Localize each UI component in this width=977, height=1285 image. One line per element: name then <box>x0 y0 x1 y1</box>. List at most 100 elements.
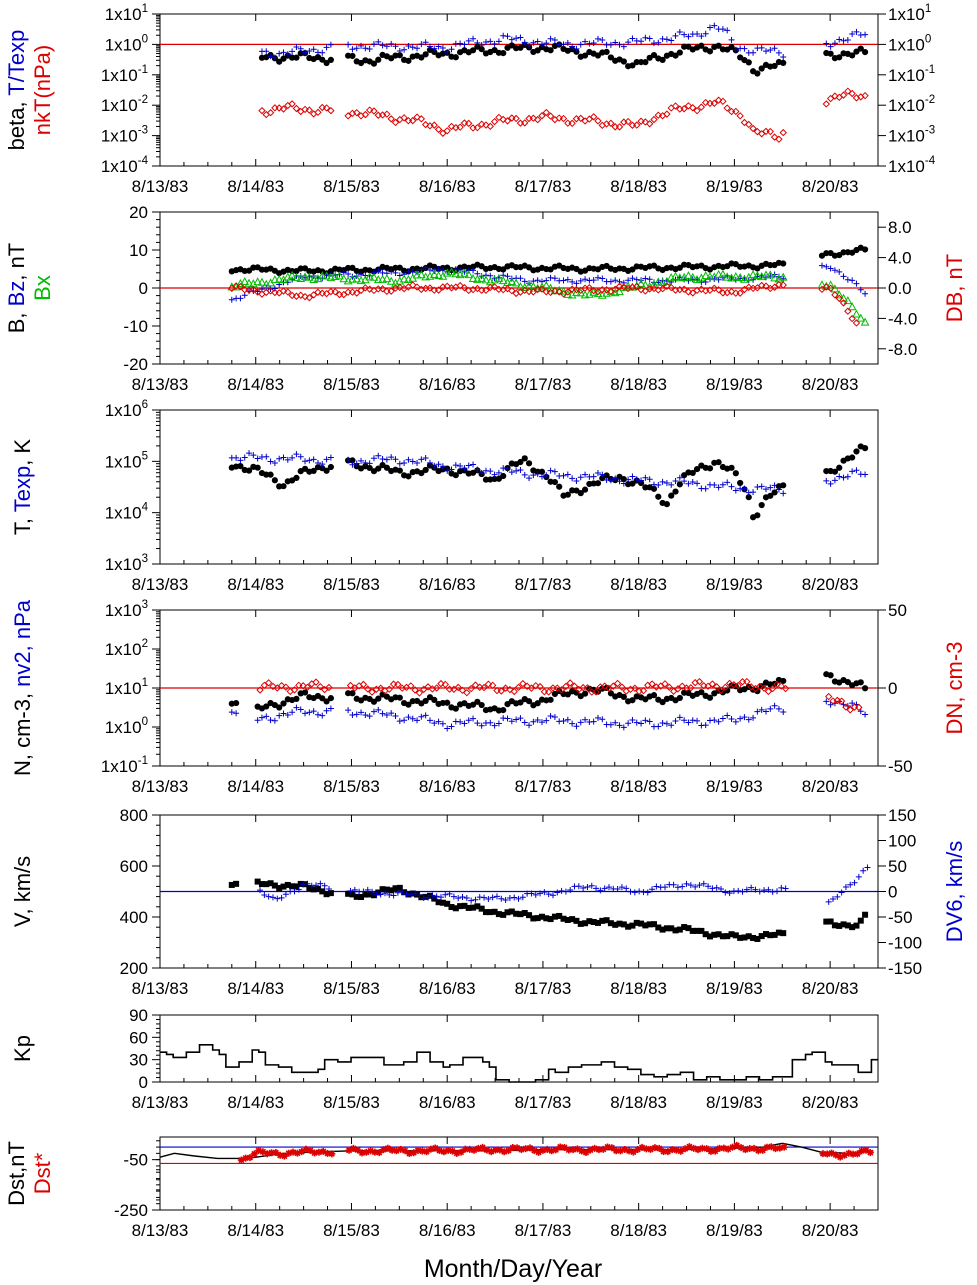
y-tick-label: 60 <box>129 1028 148 1047</box>
data-point <box>228 284 236 293</box>
data-point <box>373 275 383 284</box>
data-point <box>831 267 838 274</box>
data-point <box>648 680 656 688</box>
x-tick-label: 8/15/83 <box>323 375 380 394</box>
data-point <box>564 276 571 283</box>
data-point <box>754 688 761 695</box>
data-point <box>483 1146 491 1154</box>
data-point <box>456 123 464 131</box>
data-point <box>306 884 313 891</box>
data-point <box>322 271 331 280</box>
data-point <box>418 470 425 477</box>
data-point <box>254 455 261 462</box>
data-point <box>676 714 683 721</box>
data-point <box>353 289 361 297</box>
data-point <box>823 698 830 705</box>
data-point <box>577 920 584 927</box>
data-point <box>383 110 391 118</box>
data-point <box>327 463 334 471</box>
data-point <box>396 718 403 725</box>
data-point <box>698 927 705 934</box>
data-point <box>655 39 662 46</box>
data-point <box>771 702 778 709</box>
data-point <box>717 885 724 892</box>
data-point <box>349 457 356 464</box>
data-point <box>534 470 541 477</box>
data-point <box>375 452 382 459</box>
data-point <box>616 920 623 927</box>
data-point <box>517 911 524 918</box>
data-point <box>269 894 276 901</box>
data-point <box>694 1146 702 1154</box>
data-point <box>435 461 442 468</box>
data-point <box>375 706 382 713</box>
data-point <box>706 933 713 940</box>
data-point <box>551 287 559 295</box>
data-point <box>237 1156 245 1164</box>
data-point <box>310 46 317 53</box>
data-point <box>633 121 641 129</box>
data-point <box>392 885 399 892</box>
data-point <box>435 43 442 50</box>
data-point <box>668 722 675 729</box>
data-point <box>551 714 558 721</box>
data-point <box>457 462 464 469</box>
data-point <box>543 717 550 724</box>
data-point <box>862 471 869 478</box>
data-point <box>849 52 856 59</box>
data-point <box>853 280 860 287</box>
data-point <box>860 867 867 874</box>
data-point <box>759 1146 767 1154</box>
data-point <box>358 893 365 900</box>
data-point <box>431 48 438 56</box>
data-point <box>422 893 429 900</box>
y-tick-label: 1x10-1 <box>101 64 148 85</box>
data-point <box>758 933 765 940</box>
right-y-tick-label: 0 <box>888 679 897 698</box>
data-point <box>826 94 835 103</box>
data-point <box>306 47 313 54</box>
y-tick-label: 1x101 <box>105 3 148 24</box>
data-point <box>478 701 485 709</box>
data-point <box>237 295 244 302</box>
data-point <box>823 918 830 925</box>
data-point <box>368 688 376 696</box>
data-point <box>280 700 287 707</box>
data-point <box>625 476 632 483</box>
data-point <box>434 271 443 280</box>
data-point <box>715 931 722 938</box>
data-point <box>828 1149 836 1157</box>
data-point <box>599 917 606 924</box>
data-point <box>461 720 468 727</box>
data-point <box>467 684 475 693</box>
data-point <box>594 117 602 125</box>
data-point <box>543 1145 551 1153</box>
data-point <box>615 282 624 291</box>
data-point <box>327 106 335 115</box>
data-point <box>353 711 360 718</box>
data-point <box>853 922 860 929</box>
data-point <box>756 682 764 691</box>
data-point <box>629 275 636 282</box>
data-point <box>663 720 670 727</box>
data-point <box>371 1148 379 1156</box>
data-point <box>284 881 291 888</box>
data-point <box>559 114 568 123</box>
data-point <box>698 689 705 696</box>
series-2 <box>256 677 863 714</box>
data-point <box>697 285 706 293</box>
data-point <box>765 270 775 279</box>
data-point <box>392 1147 400 1155</box>
data-point <box>612 475 619 482</box>
y-tick-label: -50 <box>123 1151 148 1170</box>
data-point <box>687 684 695 692</box>
data-point <box>570 682 579 690</box>
y-tick-label: 1x102 <box>105 638 148 659</box>
data-point <box>384 1144 392 1152</box>
data-point <box>768 684 777 693</box>
data-point <box>727 287 736 296</box>
data-point <box>534 47 541 54</box>
data-point <box>655 482 662 489</box>
data-point <box>443 127 451 135</box>
data-point <box>620 724 627 731</box>
